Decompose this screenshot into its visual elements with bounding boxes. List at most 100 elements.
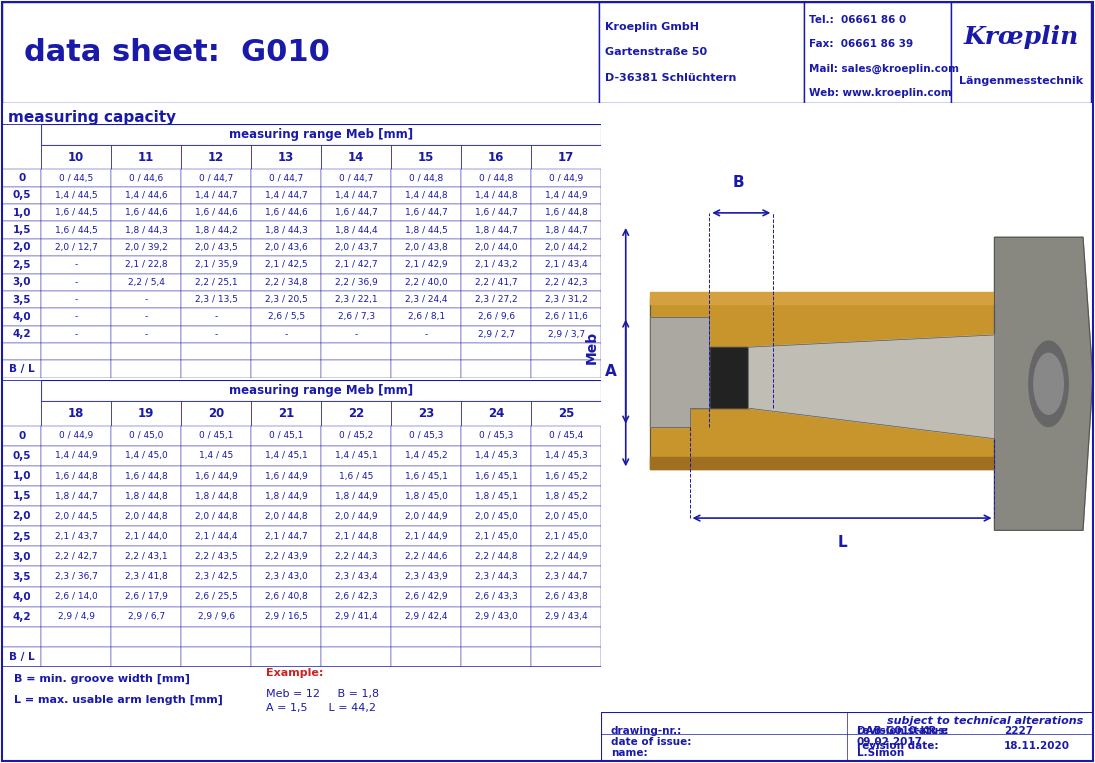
Text: 2,9 / 6,7: 2,9 / 6,7 <box>127 612 164 621</box>
Bar <box>181 426 251 446</box>
Bar <box>251 626 321 647</box>
Text: Gartenstraße 50: Gartenstraße 50 <box>606 47 707 57</box>
Bar <box>42 466 111 486</box>
Text: 2,2 / 42,7: 2,2 / 42,7 <box>55 552 97 561</box>
Bar <box>111 169 181 187</box>
Bar <box>461 308 531 326</box>
Text: 2,2 / 44,8: 2,2 / 44,8 <box>475 552 518 561</box>
Text: 2,3 / 31,2: 2,3 / 31,2 <box>545 295 588 304</box>
Bar <box>391 308 461 326</box>
Text: -: - <box>355 330 358 339</box>
Bar <box>461 145 531 169</box>
Text: 1,4 / 45: 1,4 / 45 <box>199 452 233 461</box>
Bar <box>181 360 251 378</box>
Bar <box>531 204 601 221</box>
Bar <box>181 587 251 607</box>
Text: 2,5: 2,5 <box>12 532 31 542</box>
Bar <box>2 587 42 607</box>
Bar <box>321 291 391 308</box>
Bar <box>111 145 181 169</box>
Bar <box>2 426 42 446</box>
Bar <box>181 221 251 239</box>
Bar <box>251 401 321 426</box>
Bar <box>2 204 42 221</box>
Bar <box>531 326 601 343</box>
Text: Krœplin: Krœplin <box>964 25 1079 49</box>
Bar <box>461 360 531 378</box>
Bar <box>461 566 531 587</box>
Text: 2227: 2227 <box>1004 726 1034 736</box>
Text: 1,4 / 45,2: 1,4 / 45,2 <box>405 452 448 461</box>
Text: 2,2 / 44,6: 2,2 / 44,6 <box>405 552 448 561</box>
Text: 2,6 / 43,8: 2,6 / 43,8 <box>545 592 588 601</box>
Text: 0 / 45,1: 0 / 45,1 <box>199 431 233 440</box>
Text: 2,6 / 14,0: 2,6 / 14,0 <box>55 592 97 601</box>
Bar <box>321 239 391 256</box>
Bar <box>111 526 181 546</box>
Bar <box>391 446 461 466</box>
Bar <box>952 2 1091 103</box>
Bar <box>531 607 601 626</box>
Text: 22: 22 <box>348 407 365 420</box>
Text: 1,4 / 45,3: 1,4 / 45,3 <box>475 452 518 461</box>
Bar <box>2 546 42 566</box>
Bar <box>391 566 461 587</box>
Bar <box>531 526 601 546</box>
Bar <box>2 308 42 326</box>
Text: 2,0 / 44,8: 2,0 / 44,8 <box>265 512 308 520</box>
Text: 2,1 / 42,7: 2,1 / 42,7 <box>335 260 378 269</box>
Text: 2,1 / 43,7: 2,1 / 43,7 <box>55 532 97 541</box>
Text: 23: 23 <box>418 407 435 420</box>
Bar <box>181 506 251 526</box>
Bar <box>531 308 601 326</box>
Text: Meb: Meb <box>585 330 598 364</box>
Text: 3,0: 3,0 <box>12 277 31 287</box>
Bar <box>251 221 321 239</box>
Bar <box>111 647 181 667</box>
Bar <box>181 187 251 204</box>
Text: 0 / 44,9: 0 / 44,9 <box>549 173 584 182</box>
Bar <box>42 273 111 291</box>
Text: 1,6 / 45,2: 1,6 / 45,2 <box>545 472 588 481</box>
Bar <box>391 239 461 256</box>
Bar <box>321 187 391 204</box>
Bar <box>804 2 952 103</box>
Text: 1,4 / 45,1: 1,4 / 45,1 <box>335 452 378 461</box>
Text: 14: 14 <box>348 151 365 164</box>
Text: 2,3 / 24,4: 2,3 / 24,4 <box>405 295 448 304</box>
Bar <box>251 169 321 187</box>
Text: 0 / 44,7: 0 / 44,7 <box>269 173 303 182</box>
Text: 2,0 / 12,7: 2,0 / 12,7 <box>55 243 97 252</box>
Bar <box>181 308 251 326</box>
Bar <box>42 446 111 466</box>
Bar <box>181 466 251 486</box>
Text: 2,2 / 41,7: 2,2 / 41,7 <box>475 278 518 287</box>
Text: 2,1 / 35,9: 2,1 / 35,9 <box>195 260 238 269</box>
Bar <box>111 426 181 446</box>
Text: 1,6 / 44,7: 1,6 / 44,7 <box>335 208 378 217</box>
Bar <box>251 308 321 326</box>
Text: 0 / 44,9: 0 / 44,9 <box>59 431 93 440</box>
Bar <box>251 466 321 486</box>
Text: 2,3 / 22,1: 2,3 / 22,1 <box>335 295 378 304</box>
Text: 2,2 / 44,9: 2,2 / 44,9 <box>545 552 587 561</box>
Bar <box>461 343 531 360</box>
Polygon shape <box>650 317 710 427</box>
Text: 1,8 / 44,9: 1,8 / 44,9 <box>265 491 308 501</box>
Bar <box>42 239 111 256</box>
Text: 1,8 / 44,2: 1,8 / 44,2 <box>195 226 238 234</box>
Bar <box>531 401 601 426</box>
Text: 2,6 / 25,5: 2,6 / 25,5 <box>195 592 238 601</box>
Bar <box>251 204 321 221</box>
Text: 2,2 / 34,8: 2,2 / 34,8 <box>265 278 308 287</box>
Bar <box>461 466 531 486</box>
Bar <box>2 626 42 647</box>
Bar <box>321 566 391 587</box>
Bar <box>42 546 111 566</box>
Text: 1,4 / 44,5: 1,4 / 44,5 <box>55 191 97 200</box>
Text: Meb = 12     B = 1,8: Meb = 12 B = 1,8 <box>266 688 379 699</box>
Text: 1,8 / 44,7: 1,8 / 44,7 <box>55 491 97 501</box>
Bar <box>461 273 531 291</box>
Bar <box>391 145 461 169</box>
Text: 15: 15 <box>418 151 435 164</box>
